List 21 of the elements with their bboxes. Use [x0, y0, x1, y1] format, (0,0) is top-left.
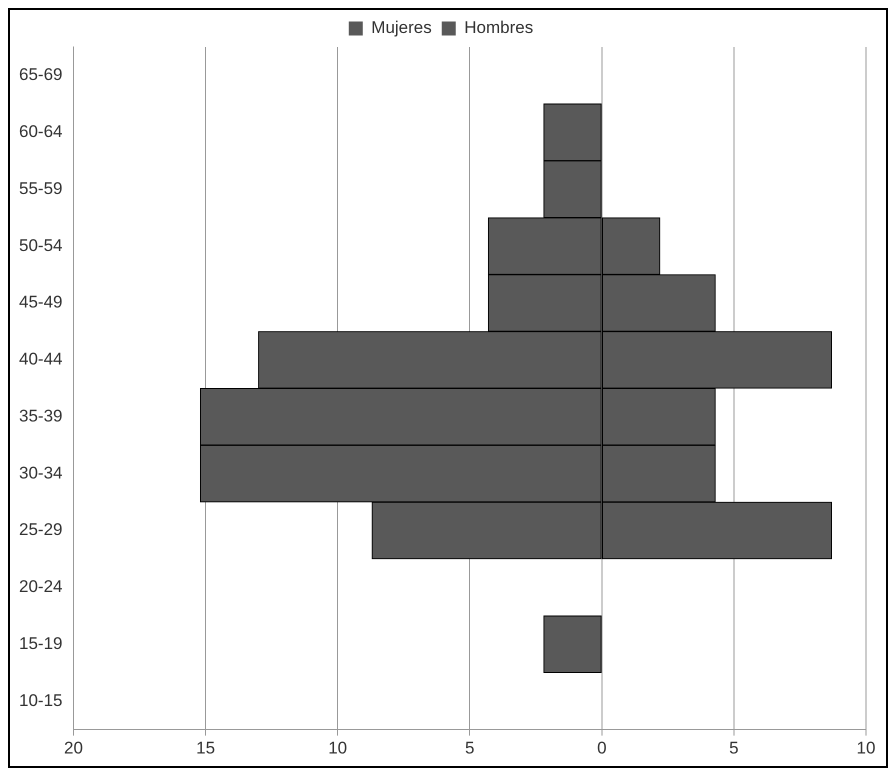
y-tick-label: 60-64 [18, 122, 62, 142]
y-tick-label: 15-19 [18, 634, 62, 653]
y-tick-label: 45-49 [18, 292, 62, 312]
x-tick-label: 10 [328, 738, 348, 758]
legend-label: Mujeres [371, 18, 432, 38]
y-tick-label: 65-69 [18, 65, 62, 84]
y-tick-label: 20-24 [18, 577, 62, 596]
legend-label: Hombres [464, 18, 534, 38]
x-tick-label: 0 [597, 738, 607, 758]
y-tick-label: 50-54 [18, 236, 62, 255]
y-tick-label: 35-39 [18, 406, 62, 426]
y-tick-label: 40-44 [18, 350, 62, 369]
y-tick-label: 10-15 [18, 690, 62, 710]
x-tick-label: 5 [465, 738, 474, 758]
x-tick-label: 5 [729, 738, 739, 758]
y-tick-label: 30-34 [18, 463, 62, 482]
x-tick-label: 15 [196, 738, 216, 758]
y-tick-label: 25-29 [18, 520, 62, 540]
y-tick-label: 55-59 [18, 178, 62, 198]
x-tick-label: 20 [64, 738, 83, 758]
x-tick-label: 10 [856, 738, 876, 758]
